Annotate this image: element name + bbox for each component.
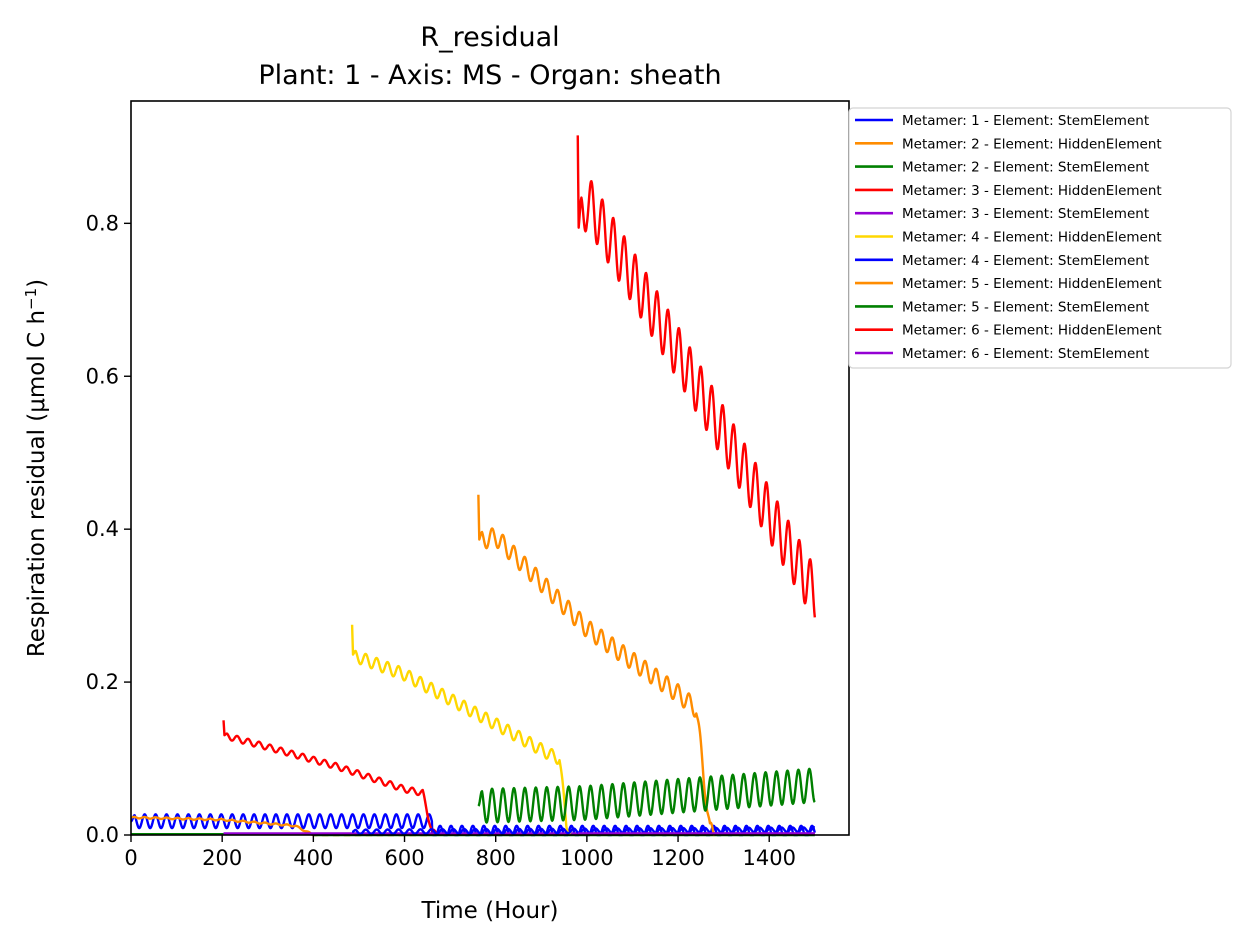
series-line-1	[130, 813, 816, 837]
y-tick-label: 0.4	[86, 517, 119, 541]
x-tick-label: 1200	[651, 846, 704, 870]
legend-label: Metamer: 4 - Element: StemElement	[902, 253, 1149, 269]
y-tick-label: 0.8	[86, 211, 119, 235]
y-tick-label: 0.2	[86, 670, 119, 694]
y-tick-label: 0.6	[86, 364, 119, 388]
x-tick-label: 800	[476, 846, 516, 870]
series-line-10	[576, 135, 817, 618]
series-line-4	[222, 720, 438, 835]
x-axis-label: Time (Hour)	[421, 898, 559, 924]
legend-label: Metamer: 3 - Element: StemElement	[902, 206, 1149, 222]
legend-label: Metamer: 6 - Element: HiddenElement	[902, 323, 1162, 339]
series-line-6	[350, 624, 574, 835]
series-line-7	[351, 826, 816, 836]
legend: Metamer: 1 - Element: StemElement Metamer…	[848, 107, 1232, 369]
x-tick-label: 600	[384, 846, 424, 870]
legend-label: Metamer: 4 - Element: HiddenElement	[902, 230, 1162, 246]
legend-label: Metamer: 2 - Element: StemElement	[902, 160, 1149, 176]
series-line-8	[477, 494, 716, 837]
legend-label: Metamer: 5 - Element: StemElement	[902, 299, 1149, 315]
x-tick-label: 1000	[560, 846, 613, 870]
x-tick-label: 400	[293, 846, 333, 870]
y-tick-label: 0.0	[86, 823, 119, 847]
series-line-9	[477, 767, 816, 824]
y-axis-label-exponent: −1	[22, 288, 40, 310]
x-tick-label: 0	[124, 846, 137, 870]
legend-label: Metamer: 5 - Element: HiddenElement	[902, 276, 1162, 292]
plot-lines	[130, 135, 817, 837]
legend-label: Metamer: 2 - Element: HiddenElement	[902, 136, 1162, 152]
plot-frame	[130, 100, 850, 836]
y-axis-label-close: )	[24, 279, 50, 288]
y-axis-label-main: Respiration residual (μmol C h	[24, 310, 50, 657]
x-axis-ticks: 0 200 400 600 800 1000 1200 1400	[124, 835, 796, 870]
y-axis-ticks: 0.0 0.2 0.4 0.6 0.8	[86, 211, 131, 847]
chart-subtitle: Plant: 1 - Axis: MS - Organ: sheath	[258, 60, 721, 91]
x-tick-label: 1400	[742, 846, 795, 870]
legend-label: Metamer: 6 - Element: StemElement	[902, 346, 1149, 362]
y-axis-label: Respiration residual (μmol C h−1)	[22, 279, 50, 657]
legend-frame	[848, 107, 1232, 369]
legend-label: Metamer: 1 - Element: StemElement	[902, 113, 1149, 129]
legend-label: Metamer: 3 - Element: HiddenElement	[902, 183, 1162, 199]
chart-title: R_residual	[420, 22, 559, 53]
x-tick-label: 200	[202, 846, 242, 870]
